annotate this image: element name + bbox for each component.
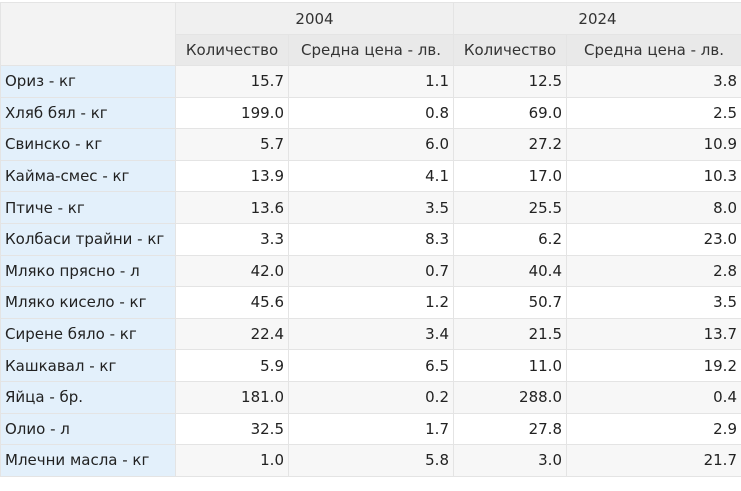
table-row: Кашкавал - кг 5.9 6.5 11.0 19.2 — [0, 349, 741, 382]
quantity-2024-cell: 40.4 — [453, 254, 567, 288]
quantity-2004-cell: 15.7 — [175, 65, 289, 98]
quantity-2024-cell: 21.5 — [453, 317, 567, 351]
price-2004-cell: 0.7 — [288, 254, 454, 288]
price-2024-cell: 13.7 — [566, 317, 741, 351]
year-header-2024: 2024 — [453, 2, 741, 35]
quantity-2004-cell: 22.4 — [175, 317, 289, 351]
quantity-2024-cell: 11.0 — [453, 349, 567, 382]
price-2024-cell: 2.5 — [566, 96, 741, 130]
price-2024-cell: 2.9 — [566, 412, 741, 446]
quantity-2004-cell: 181.0 — [175, 380, 289, 414]
corner-cell — [0, 2, 176, 66]
table-row: Птиче - кг 13.6 3.5 25.5 8.0 — [0, 191, 741, 224]
row-label: Птиче - кг — [0, 191, 176, 224]
row-label: Олио - л — [0, 412, 176, 446]
table-row: Ориз - кг 15.7 1.1 12.5 3.8 — [0, 65, 741, 98]
row-label: Мляко прясно - л — [0, 254, 176, 288]
price-2004-cell: 1.1 — [288, 65, 454, 98]
quantity-2004-cell: 5.7 — [175, 128, 289, 161]
quantity-2024-cell: 50.7 — [453, 286, 567, 319]
quantity-2004-cell: 13.9 — [175, 159, 289, 193]
price-2004-cell: 1.7 — [288, 412, 454, 446]
price-2024-cell: 8.0 — [566, 191, 741, 224]
table-row: Мляко кисело - кг 45.6 1.2 50.7 3.5 — [0, 286, 741, 319]
quantity-2004-cell: 32.5 — [175, 412, 289, 446]
quantity-2024-cell: 69.0 — [453, 96, 567, 130]
column-header-price-2024: Средна цена - лв. — [566, 34, 741, 66]
table-row: Мляко прясно - л 42.0 0.7 40.4 2.8 — [0, 254, 741, 288]
subcolumn-header-row: Количество Средна цена - лв. Количество … — [1, 34, 741, 66]
quantity-2024-cell: 12.5 — [453, 65, 567, 98]
quantity-2004-cell: 3.3 — [175, 222, 289, 256]
quantity-2024-cell: 6.2 — [453, 222, 567, 256]
table-row: Яйца - бр. 181.0 0.2 288.0 0.4 — [0, 380, 741, 414]
table-row: Млечни масла - кг 1.0 5.8 3.0 21.7 — [0, 444, 741, 477]
row-label: Сирене бяло - кг — [0, 317, 176, 351]
quantity-2024-cell: 3.0 — [453, 444, 567, 477]
price-2004-cell: 0.8 — [288, 96, 454, 130]
row-label: Млечни масла - кг — [0, 444, 176, 477]
price-2024-cell: 19.2 — [566, 349, 741, 382]
consumption-price-table: 2004 2024 Количество Средна цена - лв. К… — [0, 2, 741, 477]
price-2004-cell: 5.8 — [288, 444, 454, 477]
quantity-2004-cell: 199.0 — [175, 96, 289, 130]
row-label: Кашкавал - кг — [0, 349, 176, 382]
price-2004-cell: 0.2 — [288, 380, 454, 414]
price-2004-cell: 1.2 — [288, 286, 454, 319]
row-label: Свинско - кг — [0, 128, 176, 161]
quantity-2024-cell: 25.5 — [453, 191, 567, 224]
row-label: Колбаси трайни - кг — [0, 222, 176, 256]
quantity-2004-cell: 13.6 — [175, 191, 289, 224]
table-body: Ориз - кг 15.7 1.1 12.5 3.8 Хляб бял - кг 199.… — [0, 65, 741, 477]
row-label: Кайма-смес - кг — [0, 159, 176, 193]
row-label: Хляб бял - кг — [0, 96, 176, 130]
price-2024-cell: 21.7 — [566, 444, 741, 477]
table-row: Свинско - кг 5.7 6.0 27.2 10.9 — [0, 128, 741, 161]
row-label: Ориз - кг — [0, 65, 176, 98]
price-2024-cell: 10.3 — [566, 159, 741, 193]
row-label: Мляко кисело - кг — [0, 286, 176, 319]
quantity-2024-cell: 17.0 — [453, 159, 567, 193]
price-2024-cell: 0.4 — [566, 380, 741, 414]
price-2004-cell: 6.5 — [288, 349, 454, 382]
price-2024-cell: 23.0 — [566, 222, 741, 256]
quantity-2024-cell: 288.0 — [453, 380, 567, 414]
price-2004-cell: 3.5 — [288, 191, 454, 224]
price-2024-cell: 3.5 — [566, 286, 741, 319]
table-row: Хляб бял - кг 199.0 0.8 69.0 2.5 — [0, 96, 741, 130]
column-header-quantity-2004: Количество — [175, 34, 289, 66]
quantity-2004-cell: 45.6 — [175, 286, 289, 319]
quantity-2004-cell: 1.0 — [175, 444, 289, 477]
quantity-2004-cell: 42.0 — [175, 254, 289, 288]
price-2024-cell: 10.9 — [566, 128, 741, 161]
price-2004-cell: 3.4 — [288, 317, 454, 351]
price-2004-cell: 8.3 — [288, 222, 454, 256]
table-row: Сирене бяло - кг 22.4 3.4 21.5 13.7 — [0, 317, 741, 351]
year-header-2004: 2004 — [175, 2, 454, 35]
year-header-row: 2004 2024 — [0, 2, 741, 66]
row-label: Яйца - бр. — [0, 380, 176, 414]
table-header: 2004 2024 Количество Средна цена - лв. К… — [0, 2, 741, 66]
column-header-price-2004: Средна цена - лв. — [288, 34, 454, 66]
price-2004-cell: 4.1 — [288, 159, 454, 193]
price-2004-cell: 6.0 — [288, 128, 454, 161]
table-row: Кайма-смес - кг 13.9 4.1 17.0 10.3 — [0, 159, 741, 193]
quantity-2024-cell: 27.8 — [453, 412, 567, 446]
table-row: Олио - л 32.5 1.7 27.8 2.9 — [0, 412, 741, 446]
column-header-quantity-2024: Количество — [453, 34, 567, 66]
table-row: Колбаси трайни - кг 3.3 8.3 6.2 23.0 — [0, 222, 741, 256]
price-2024-cell: 2.8 — [566, 254, 741, 288]
quantity-2024-cell: 27.2 — [453, 128, 567, 161]
quantity-2004-cell: 5.9 — [175, 349, 289, 382]
price-2024-cell: 3.8 — [566, 65, 741, 98]
